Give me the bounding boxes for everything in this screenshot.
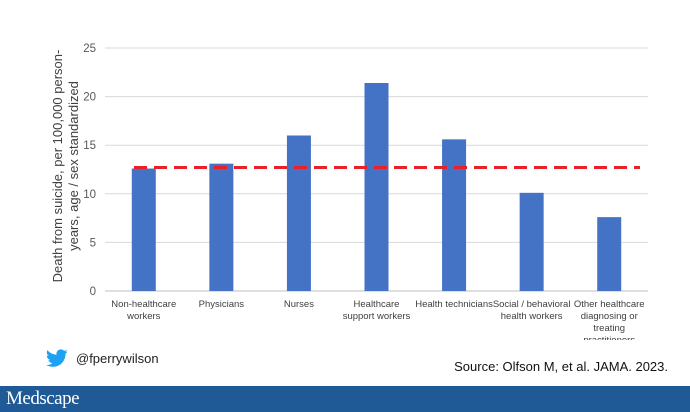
source-citation: Source: Olfson M, et al. JAMA. 2023. [454,359,668,374]
social-handle[interactable]: @fperrywilson [46,344,159,372]
y-tick-label: 0 [90,286,96,298]
y-tick-label: 20 [83,92,96,104]
category-label: Non-healthcare workers [111,299,176,322]
medscape-logo: Medscape [6,388,80,409]
y-tick-label: 15 [83,140,96,152]
category-label: Social / behavioral health workers [493,299,571,322]
bar [597,217,622,291]
bar [131,168,156,291]
bar [442,139,467,291]
y-axis-label: Death from suicide, per 100,000 person-y… [50,50,81,283]
bar [364,82,389,291]
twitter-bird-icon [46,348,68,367]
medscape-footer-bar: Medscape [0,386,690,412]
y-tick-label: 5 [90,237,96,249]
bar [209,163,234,291]
bar [519,192,544,291]
category-label: Health technicians [415,299,493,310]
twitter-handle-text: @fperrywilson [76,350,159,366]
category-label: Healthcare support workers [343,299,411,322]
y-tick-label: 25 [83,43,96,55]
category-label: Physicians [199,299,245,310]
bar [286,135,311,291]
y-tick-label: 10 [83,189,96,201]
category-label: Nurses [284,299,314,310]
suicide-rate-bar-chart: 0 5 10 15 20 25 Non-healthcare workers Physician… [50,43,648,340]
